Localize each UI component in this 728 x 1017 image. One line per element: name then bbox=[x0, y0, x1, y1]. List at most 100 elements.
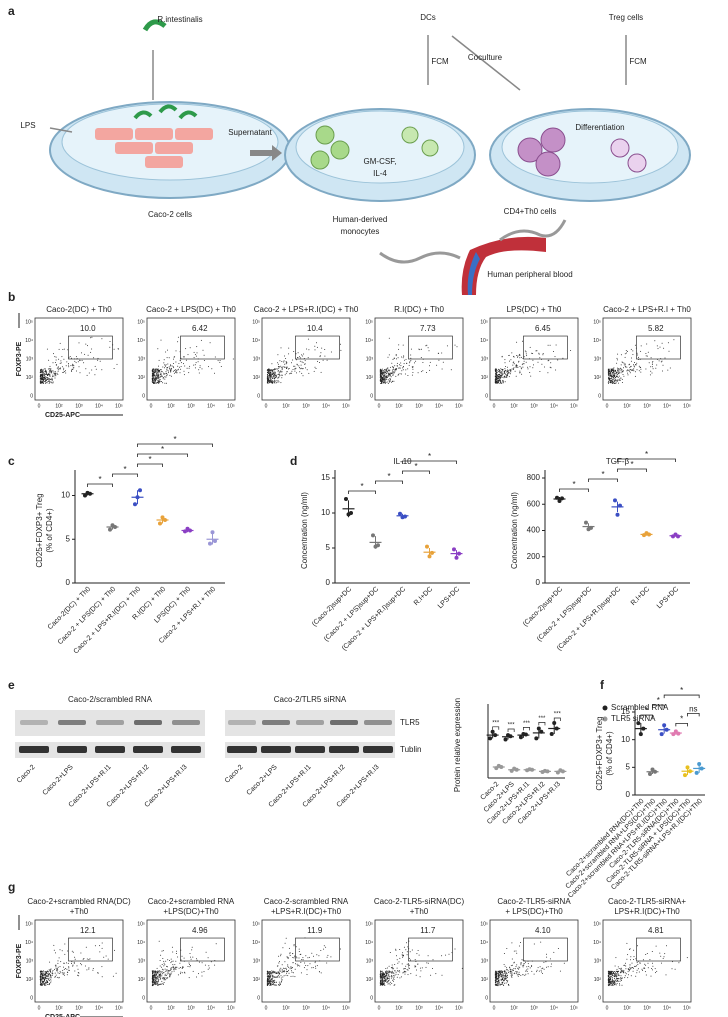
event-dot bbox=[616, 380, 618, 382]
event-dot bbox=[53, 944, 55, 946]
event-dot bbox=[167, 959, 169, 961]
event-dot bbox=[320, 352, 322, 354]
event-dot bbox=[645, 954, 647, 955]
event-dot bbox=[385, 374, 387, 376]
event-dot bbox=[517, 967, 519, 969]
event-dot bbox=[177, 341, 179, 343]
event-dot bbox=[499, 984, 501, 986]
event-dot bbox=[269, 374, 271, 375]
event-dot bbox=[384, 369, 385, 371]
flow-tick: 0 bbox=[378, 403, 381, 409]
event-dot bbox=[519, 366, 521, 367]
event-dot bbox=[633, 949, 635, 951]
event-dot bbox=[180, 368, 182, 370]
lane-label: Caco-2+LPS+R.I3 bbox=[144, 764, 189, 809]
event-dot bbox=[638, 356, 639, 358]
event-dot bbox=[188, 962, 190, 964]
point bbox=[549, 732, 554, 736]
band bbox=[363, 746, 393, 753]
event-dot bbox=[432, 959, 434, 961]
event-dot bbox=[506, 975, 508, 977]
flow-tick: 10⁴ bbox=[435, 403, 443, 409]
event-dot bbox=[532, 359, 534, 361]
event-dot bbox=[272, 981, 273, 983]
event-dot bbox=[388, 370, 390, 372]
event-dot bbox=[660, 361, 662, 363]
event-dot bbox=[39, 372, 41, 373]
event-dot bbox=[155, 974, 157, 975]
event-dot bbox=[293, 957, 295, 959]
event-dot bbox=[502, 379, 504, 381]
event-dot bbox=[389, 981, 391, 983]
event-dot bbox=[161, 982, 163, 984]
event-dot bbox=[282, 971, 284, 973]
event-dot bbox=[420, 371, 422, 373]
event-dot bbox=[73, 365, 75, 367]
event-dot bbox=[201, 368, 203, 370]
event-dot bbox=[538, 352, 540, 354]
event-dot bbox=[550, 963, 552, 965]
point bbox=[398, 511, 402, 516]
event-dot bbox=[42, 981, 44, 983]
event-dot bbox=[515, 365, 517, 367]
event-dot bbox=[548, 359, 550, 361]
event-dot bbox=[429, 369, 431, 371]
event-dot bbox=[285, 366, 287, 368]
event-dot bbox=[508, 372, 510, 373]
event-dot bbox=[495, 371, 497, 373]
event-dot bbox=[165, 365, 167, 367]
event-dot bbox=[527, 968, 529, 970]
event-dot bbox=[181, 968, 183, 969]
event-dot bbox=[611, 974, 613, 976]
event-dot bbox=[620, 377, 622, 379]
event-dot bbox=[273, 980, 275, 982]
event-dot bbox=[274, 382, 276, 384]
event-dot bbox=[608, 976, 610, 978]
event-dot bbox=[515, 971, 517, 972]
event-dot bbox=[651, 363, 653, 365]
event-dot bbox=[504, 972, 506, 974]
event-dot bbox=[276, 971, 278, 973]
event-dot bbox=[623, 971, 625, 973]
flow-tick: 10⁵ bbox=[365, 921, 373, 927]
event-dot bbox=[636, 962, 638, 964]
event-dot bbox=[283, 361, 285, 363]
event-dot bbox=[429, 361, 431, 363]
flow-tick: 10² bbox=[395, 1005, 403, 1011]
event-dot bbox=[617, 973, 619, 975]
event-dot bbox=[510, 359, 512, 361]
event-dot bbox=[297, 352, 299, 354]
event-dot bbox=[507, 371, 509, 372]
event-dot bbox=[284, 942, 286, 944]
event-dot bbox=[305, 955, 307, 957]
event-dot bbox=[172, 366, 174, 368]
event-dot bbox=[281, 377, 283, 379]
event-dot bbox=[175, 371, 177, 373]
event-dot bbox=[41, 375, 43, 377]
event-dot bbox=[220, 366, 222, 367]
event-dot bbox=[380, 975, 381, 977]
event-dot bbox=[517, 366, 519, 368]
event-dot bbox=[154, 372, 156, 374]
event-dot bbox=[395, 368, 397, 370]
event-dot bbox=[56, 367, 58, 369]
event-dot bbox=[526, 969, 527, 971]
flow-tick: 10⁴ bbox=[25, 940, 33, 946]
band bbox=[134, 720, 162, 725]
event-dot bbox=[608, 975, 610, 977]
event-dot bbox=[392, 970, 393, 972]
event-dot bbox=[504, 359, 506, 361]
event-dot bbox=[627, 372, 629, 374]
event-dot bbox=[503, 382, 504, 384]
event-dot bbox=[504, 375, 506, 377]
event-dot bbox=[621, 977, 623, 979]
event-dot bbox=[60, 360, 62, 362]
event-dot bbox=[156, 967, 158, 969]
event-dot bbox=[159, 379, 161, 381]
event-dot bbox=[672, 961, 673, 963]
event-dot bbox=[387, 983, 389, 985]
event-dot bbox=[168, 970, 169, 972]
gate-value: 4.81 bbox=[648, 926, 664, 935]
event-dot bbox=[496, 371, 498, 373]
event-dot bbox=[612, 375, 614, 377]
